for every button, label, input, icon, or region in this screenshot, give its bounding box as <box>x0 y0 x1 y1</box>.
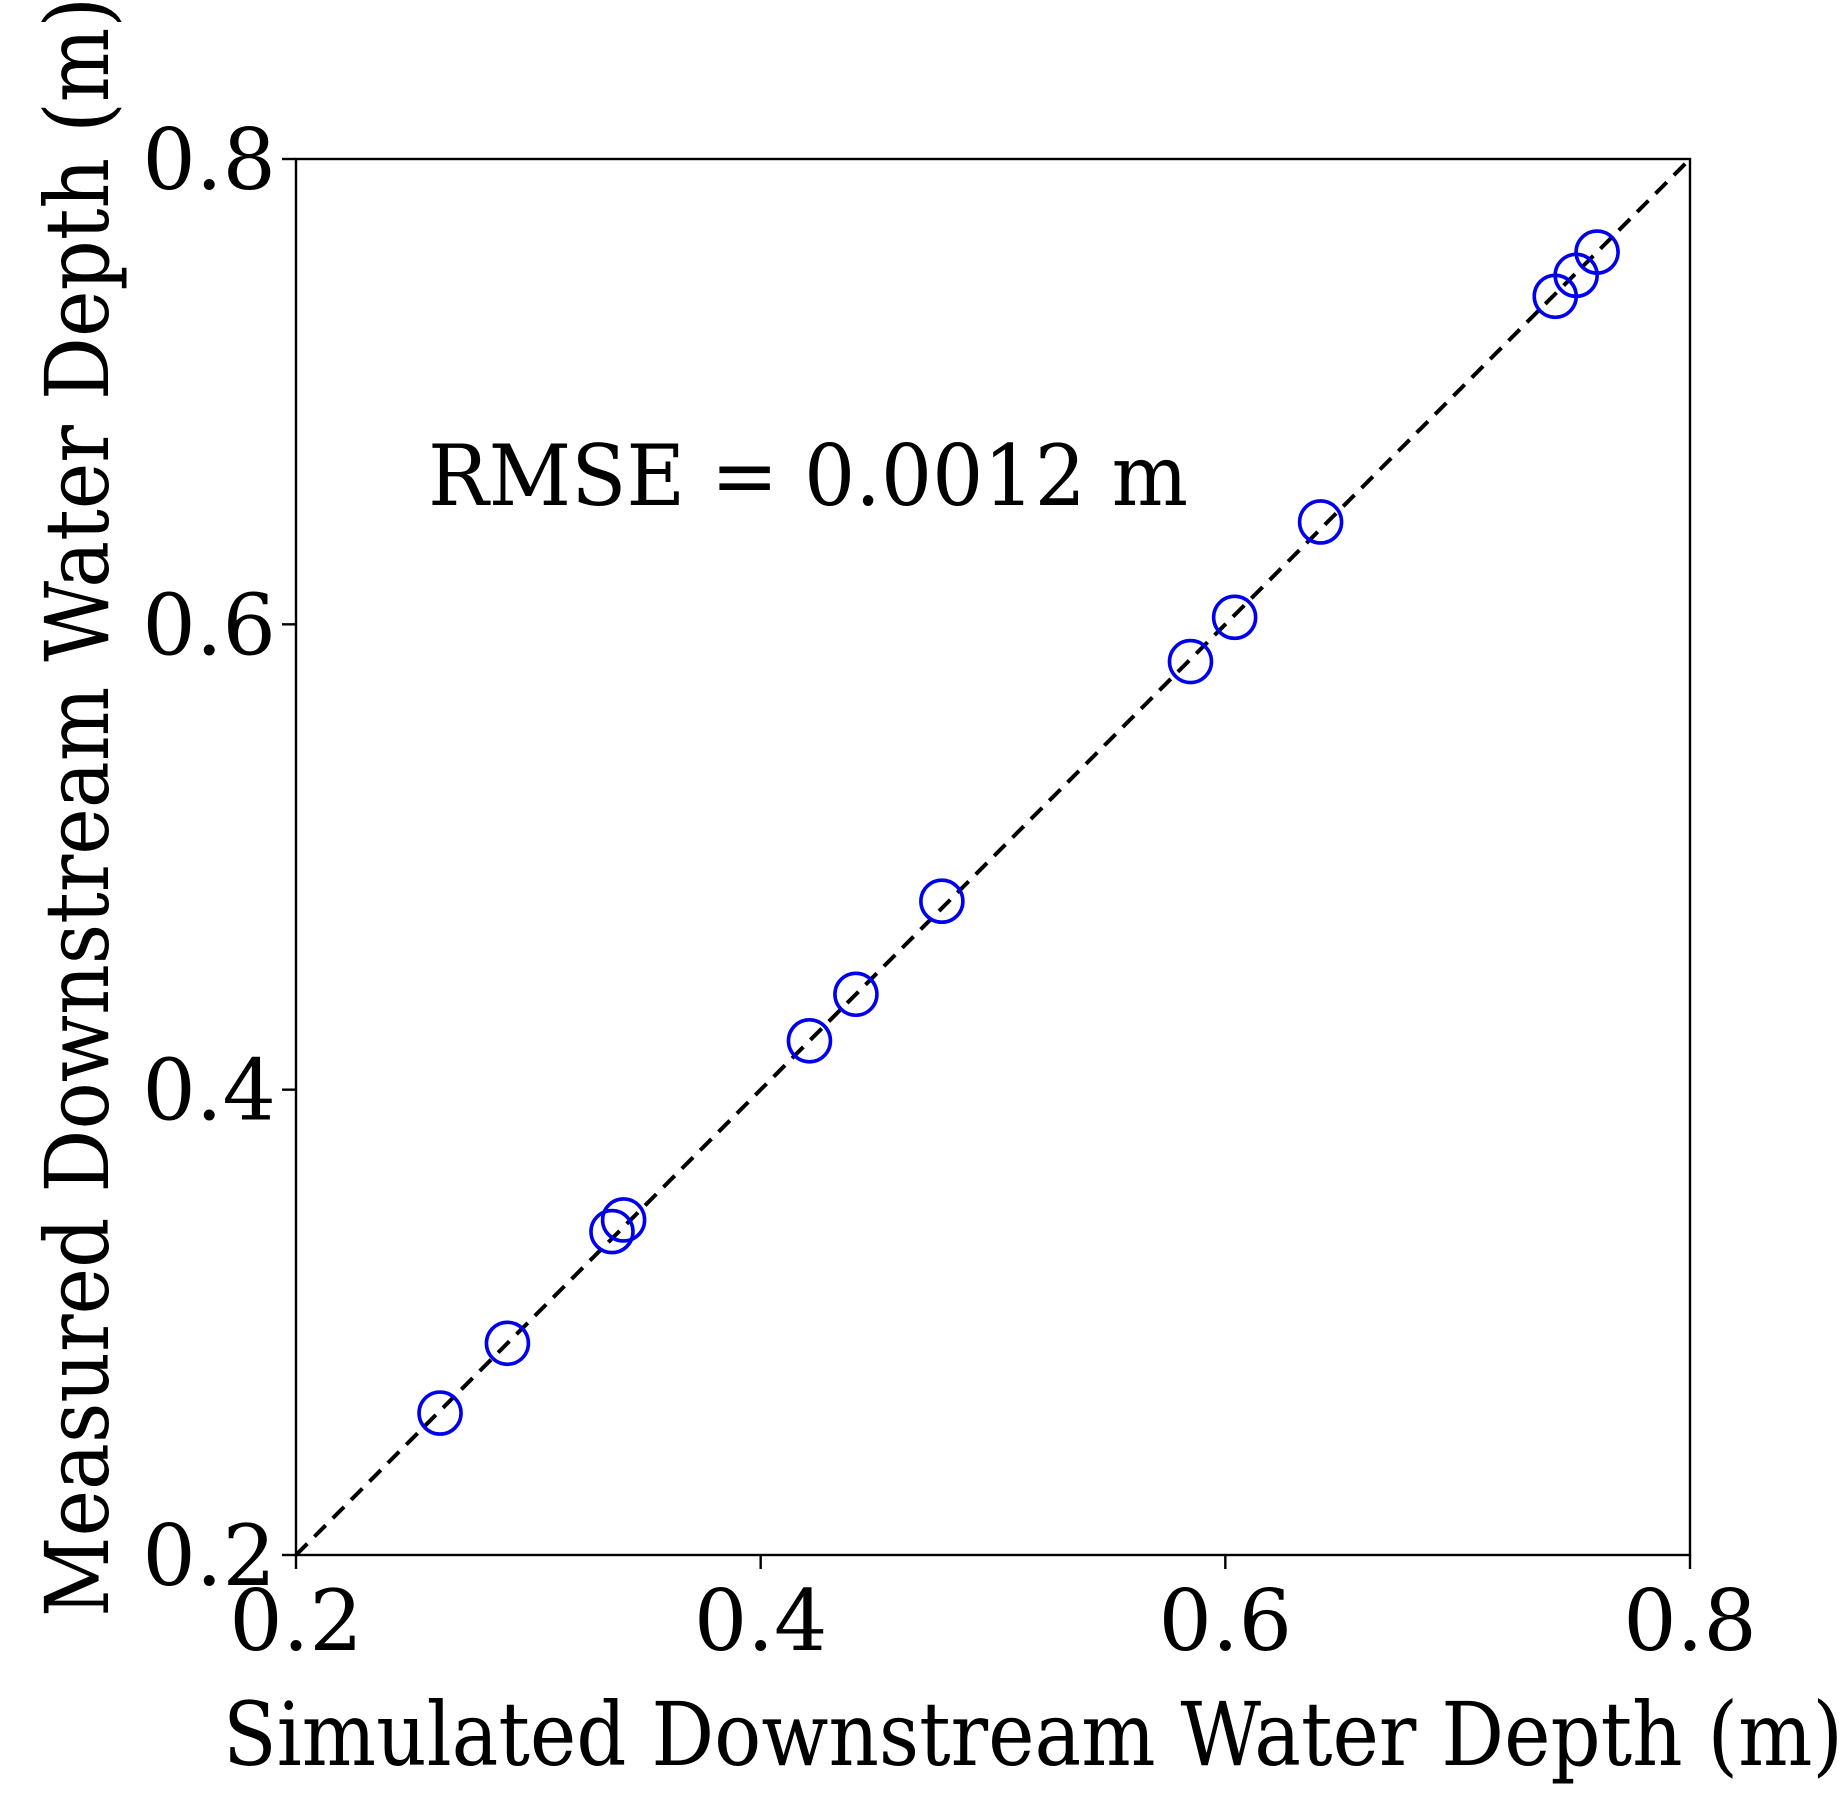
y-tick-label: 0.2 <box>142 1507 276 1605</box>
reference-line-1to1 <box>294 157 1692 1557</box>
y-tick-label: 0.8 <box>142 111 276 209</box>
y-tick-label: 0.4 <box>142 1042 276 1140</box>
data-point-0-4 <box>786 1018 833 1064</box>
x-tick-label: 0.4 <box>694 1572 828 1670</box>
data-point-0-6 <box>919 878 965 925</box>
data-point-0-9 <box>1297 499 1344 545</box>
reference-line-layer <box>294 157 1692 1557</box>
x-tick-label: 0.8 <box>1623 1572 1757 1670</box>
data-point-0-0 <box>417 1390 463 1436</box>
x-axis-label: Simulated Downstream Water Depth (m) <box>223 1683 1843 1786</box>
data-point-0-1 <box>484 1320 531 1367</box>
data-point-0-12 <box>1574 229 1620 275</box>
data-point-0-7 <box>1167 638 1214 685</box>
data-point-0-3 <box>600 1197 647 1243</box>
data-points-layer <box>417 229 1620 1436</box>
ticks-layer: 0.2 0.4 0.6 0.8 0.2 0.4 0.6 0.8 <box>142 111 1756 1670</box>
x-tick-label: 0.2 <box>229 1572 363 1670</box>
y-tick-label: 0.6 <box>142 576 276 674</box>
rmse-annotation: RMSE = 0.0012 m <box>428 427 1188 525</box>
data-point-0-8 <box>1211 594 1258 641</box>
plot-frame <box>294 157 1692 1557</box>
data-point-0-5 <box>833 971 879 1018</box>
x-tick-label: 0.6 <box>1159 1572 1293 1670</box>
data-point-0-2 <box>589 1208 635 1255</box>
y-axis-label: Measured Downstream Water Depth (m) <box>26 0 129 1617</box>
